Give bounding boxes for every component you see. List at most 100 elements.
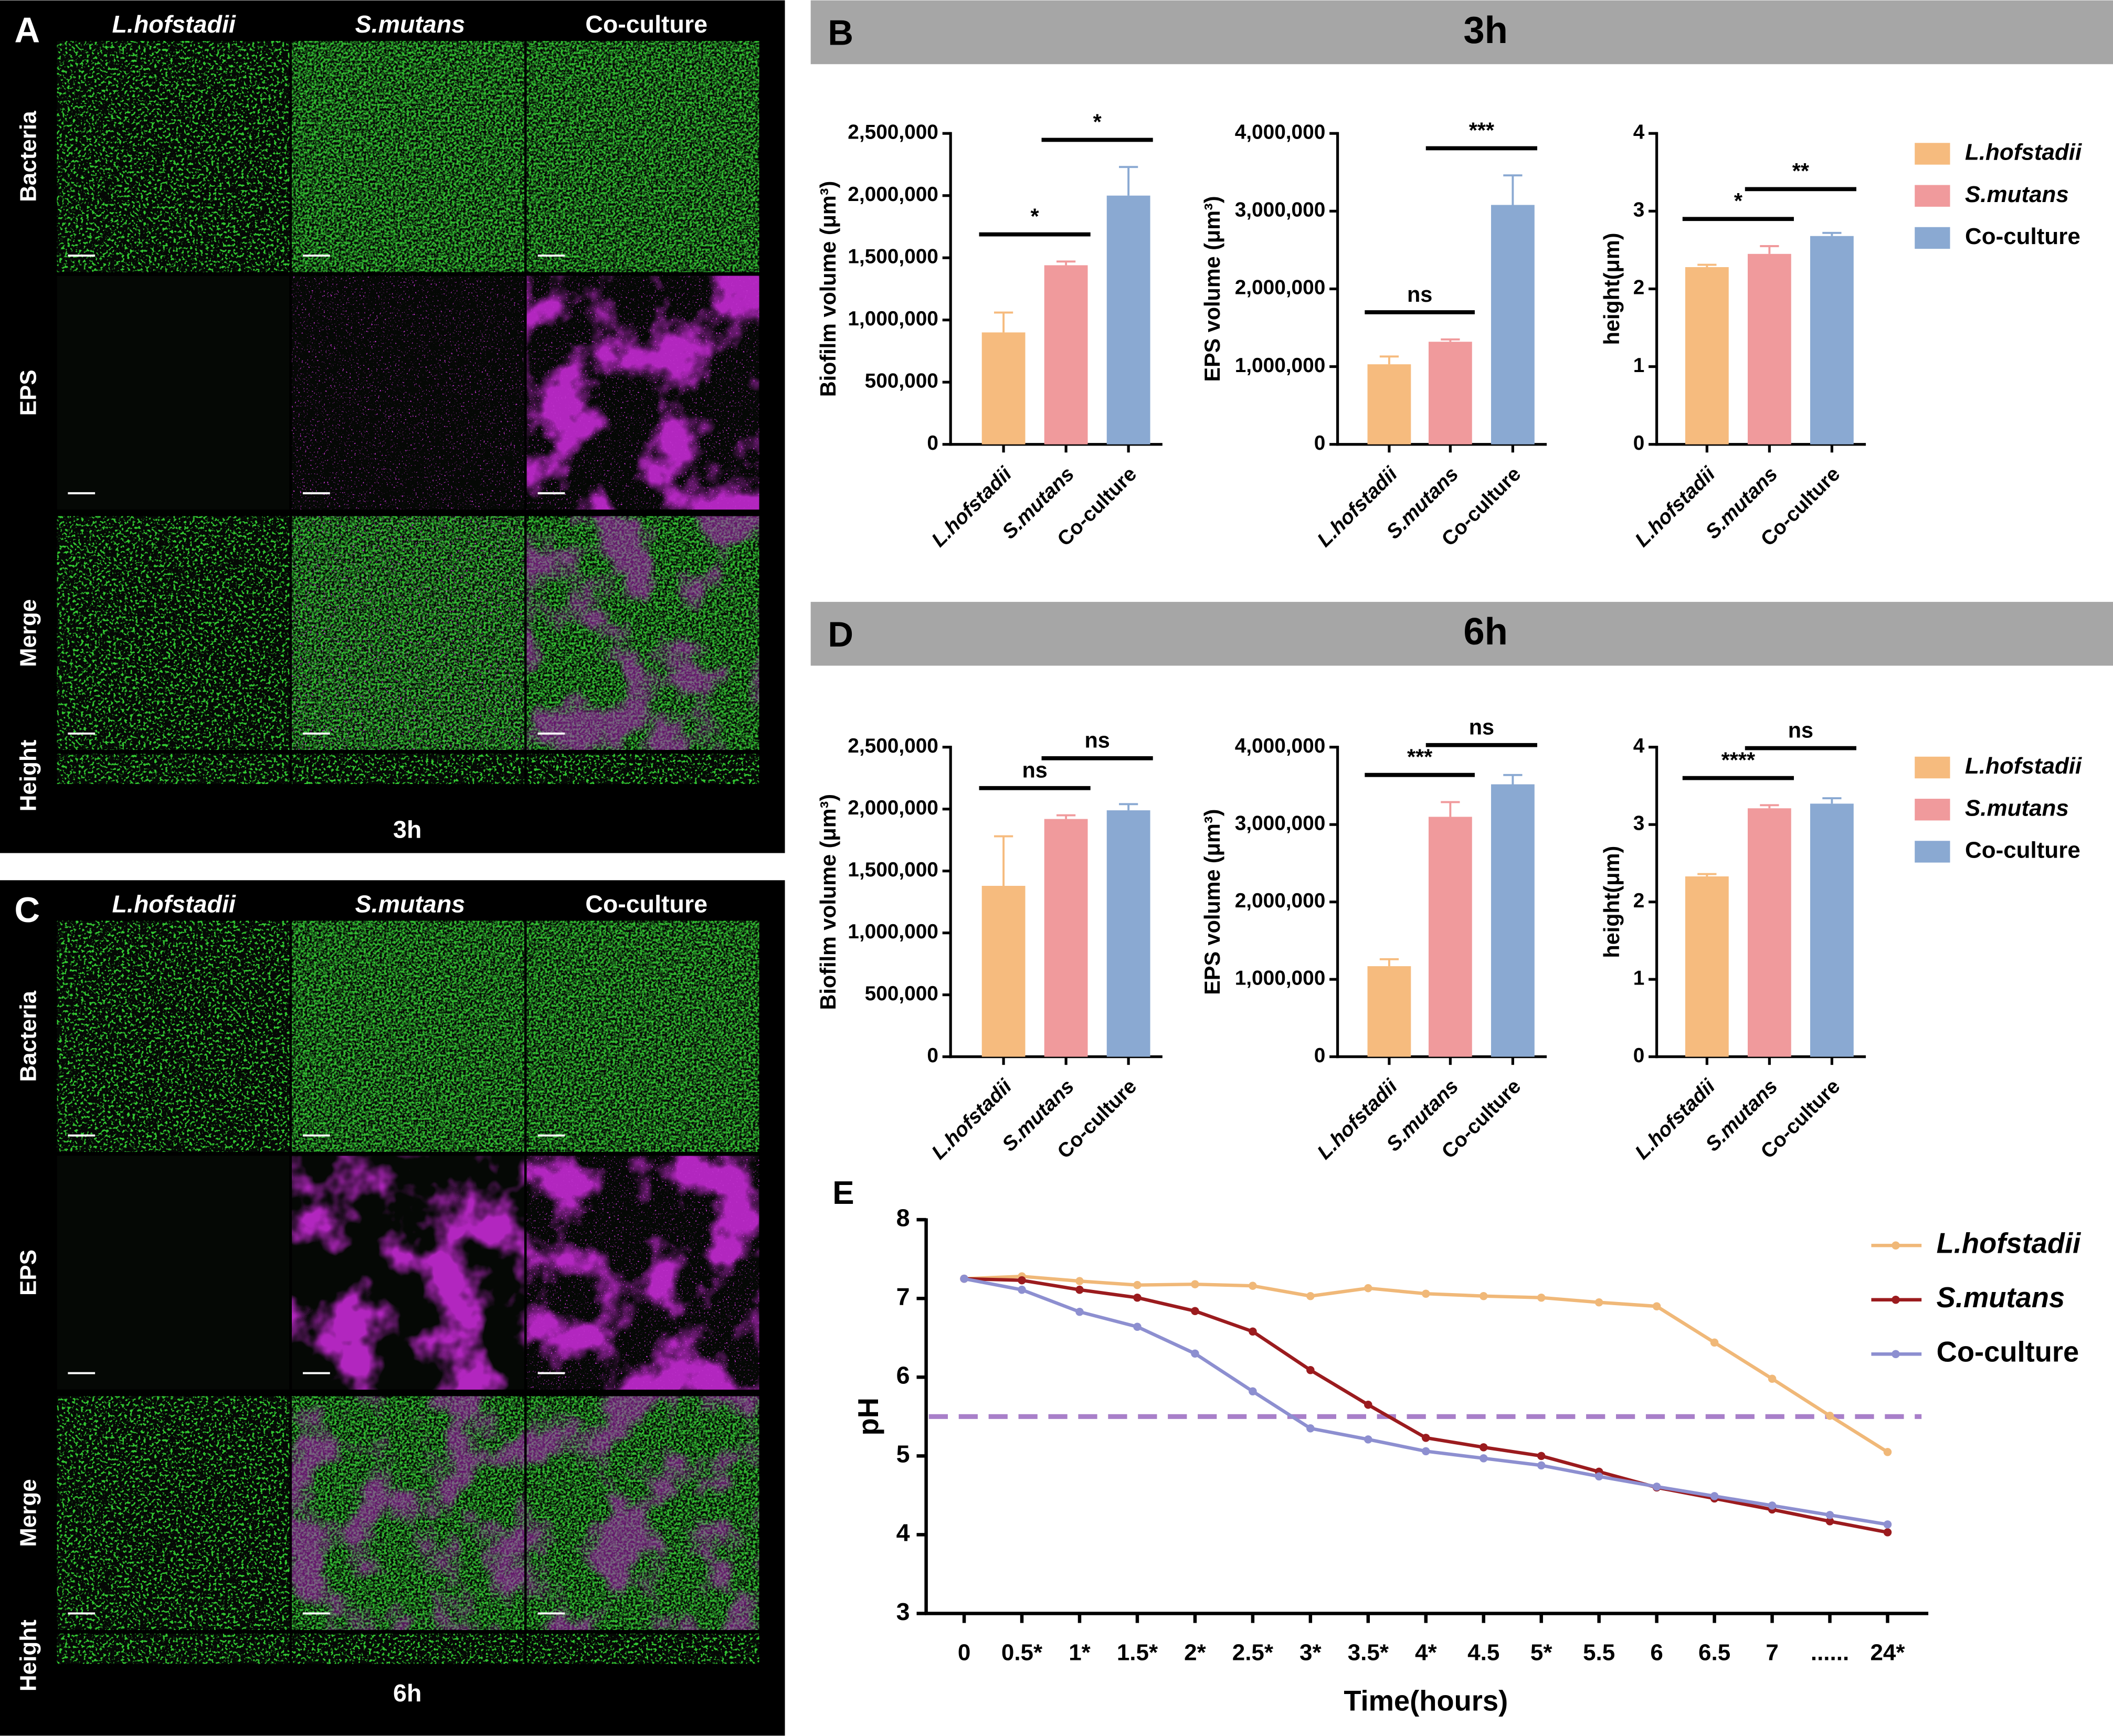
bar: [1367, 966, 1411, 1057]
series-marker: [1249, 1327, 1257, 1336]
y-tick-label: 2,000,000: [848, 797, 938, 819]
y-tick-label: 3: [1633, 199, 1645, 221]
y-axis-label: Biofilm volume (μm³): [816, 181, 840, 397]
y-tick-label: 1: [1633, 967, 1645, 989]
legend-label: Co-culture: [1937, 1336, 2079, 1368]
bar: [1810, 236, 1854, 444]
significance-label: *: [1734, 189, 1743, 213]
x-tick-label: ......: [1811, 1640, 1849, 1666]
series-marker: [1825, 1412, 1834, 1420]
bar: [1685, 267, 1729, 444]
micrograph-texture: [292, 754, 524, 784]
bar: [1747, 808, 1791, 1057]
y-axis-label: EPS volume (μm³): [1200, 809, 1224, 995]
row-label: Merge: [16, 1479, 41, 1547]
panel-label: C: [14, 891, 40, 930]
x-tick-label: 2.5*: [1232, 1640, 1274, 1666]
row-label: EPS: [16, 369, 41, 416]
y-tick-label: 1,000,000: [848, 308, 938, 330]
legend-marker: [1892, 1296, 1900, 1304]
significance-label: *: [1093, 110, 1102, 134]
series-marker: [1133, 1280, 1142, 1289]
row-label: Bacteria: [16, 111, 41, 202]
y-tick-label: 0: [1633, 1044, 1645, 1067]
y-tick-label: 1,500,000: [848, 245, 938, 268]
legend-label: S.mutans: [1965, 795, 2069, 821]
x-tick-label: 1*: [1069, 1640, 1091, 1666]
y-tick-label: 4,000,000: [1235, 735, 1326, 757]
column-header: S.mutans: [355, 10, 466, 38]
y-tick-label: 500,000: [865, 369, 938, 392]
micrograph-texture: [526, 1396, 759, 1630]
y-tick-label: 3: [1633, 812, 1645, 834]
series-marker: [1594, 1298, 1603, 1307]
legend-label: S.mutans: [1937, 1282, 2065, 1314]
series-marker: [1364, 1284, 1372, 1293]
section-header: [810, 601, 2113, 666]
legend-label: Co-culture: [1965, 838, 2080, 863]
series-marker: [1075, 1277, 1084, 1285]
series-marker: [1479, 1454, 1488, 1463]
y-tick-label: 3: [896, 1598, 910, 1625]
series-marker: [1191, 1280, 1199, 1288]
series-marker: [1191, 1307, 1199, 1315]
bar: [981, 886, 1026, 1057]
significance-label: ns: [1407, 282, 1432, 306]
legend-marker: [1892, 1241, 1900, 1250]
series-marker: [1133, 1293, 1142, 1302]
row-label: EPS: [16, 1250, 41, 1296]
series-marker: [1825, 1517, 1834, 1526]
y-tick-label: 2: [1633, 890, 1645, 912]
micrograph-texture: [292, 1156, 524, 1390]
y-tick-label: 0: [1314, 1044, 1326, 1067]
y-axis-label: height(μm): [1600, 233, 1624, 345]
significance-label: ns: [1022, 758, 1047, 782]
micrograph-texture: [526, 516, 759, 750]
row-label: Merge: [16, 599, 41, 668]
series-marker: [1364, 1435, 1372, 1444]
x-tick-label: 3*: [1300, 1640, 1322, 1666]
significance-label: ns: [1788, 718, 1813, 743]
y-tick-label: 0: [1314, 432, 1326, 454]
section-header: [810, 0, 2113, 65]
column-header: S.mutans: [355, 891, 466, 918]
column-header: Co-culture: [585, 10, 707, 38]
x-tick-label: 6: [1650, 1640, 1663, 1666]
legend-label: L.hofstadii: [1937, 1227, 2082, 1259]
series-marker: [1422, 1434, 1430, 1442]
series-marker: [1594, 1472, 1603, 1481]
x-tick-label: 1.5*: [1117, 1640, 1158, 1666]
series-marker: [1883, 1528, 1892, 1537]
section-label: D: [828, 615, 853, 654]
legend-swatch: [1915, 227, 1950, 249]
y-tick-label: 4: [1633, 121, 1645, 143]
micrograph-texture: [57, 1396, 290, 1630]
x-tick-label: 0.5*: [1001, 1640, 1043, 1666]
series-marker: [1537, 1461, 1546, 1470]
bar: [1491, 784, 1535, 1057]
significance-label: ns: [1084, 728, 1110, 753]
bar: [1367, 364, 1411, 444]
significance-label: *: [1031, 204, 1040, 228]
column-header: Co-culture: [585, 891, 707, 918]
series-marker: [1768, 1374, 1777, 1383]
y-tick-label: 2: [1633, 277, 1645, 299]
micrograph-texture: [292, 276, 524, 510]
micrograph-texture: [57, 920, 290, 1152]
row-label: Height: [16, 1619, 41, 1691]
bar: [1685, 876, 1729, 1057]
y-tick-label: 4: [896, 1519, 910, 1547]
significance-label: ***: [1407, 745, 1433, 769]
micrograph-texture: [292, 1396, 524, 1630]
y-tick-label: 1,000,000: [1235, 967, 1326, 989]
y-tick-label: 0: [1633, 432, 1645, 454]
row-label: Bacteria: [16, 991, 41, 1082]
y-tick-label: 4,000,000: [1235, 121, 1326, 143]
y-tick-label: 2,500,000: [848, 735, 938, 757]
series-marker: [1422, 1289, 1430, 1298]
y-tick-label: 2,000,000: [848, 183, 938, 206]
micrograph-texture: [526, 276, 759, 510]
series-marker: [1652, 1483, 1661, 1491]
series-marker: [1191, 1349, 1199, 1358]
bar: [1810, 803, 1854, 1057]
